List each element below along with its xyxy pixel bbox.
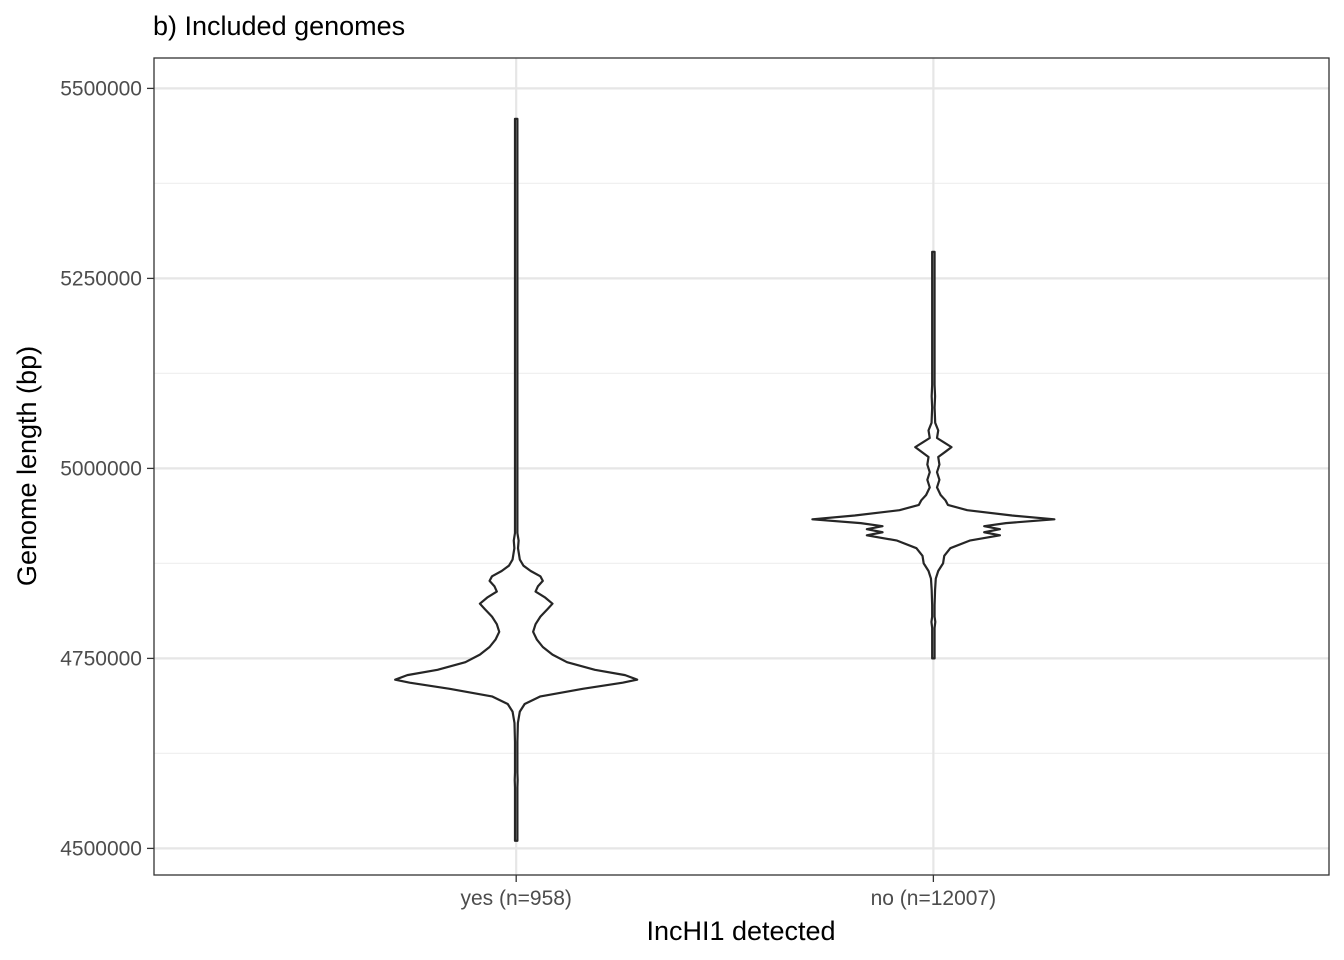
y-tick-label: 5000000: [60, 457, 142, 480]
violin-yes: [394, 117, 639, 842]
grid-layer: [154, 58, 1329, 875]
chart-title: b) Included genomes: [153, 11, 405, 41]
plot-panel-border: [153, 57, 1330, 876]
y-tick-label: 4750000: [60, 647, 142, 670]
y-tick-label: 5500000: [60, 77, 142, 100]
violin-layer: [394, 117, 1056, 842]
x-tick-label: no (n=12007): [871, 887, 997, 910]
y-tick-label: 4500000: [60, 837, 142, 860]
violin-no: [811, 250, 1056, 660]
y-tick-label: 5250000: [60, 267, 142, 290]
y-axis-title: Genome length (bp): [12, 346, 42, 586]
x-axis-title: IncHI1 detected: [646, 916, 835, 946]
y-axis: 4500000 4750000 5000000 5250000 5500000: [60, 77, 154, 860]
x-tick-label: yes (n=958): [460, 887, 571, 910]
x-axis: yes (n=958) no (n=12007): [460, 875, 996, 910]
